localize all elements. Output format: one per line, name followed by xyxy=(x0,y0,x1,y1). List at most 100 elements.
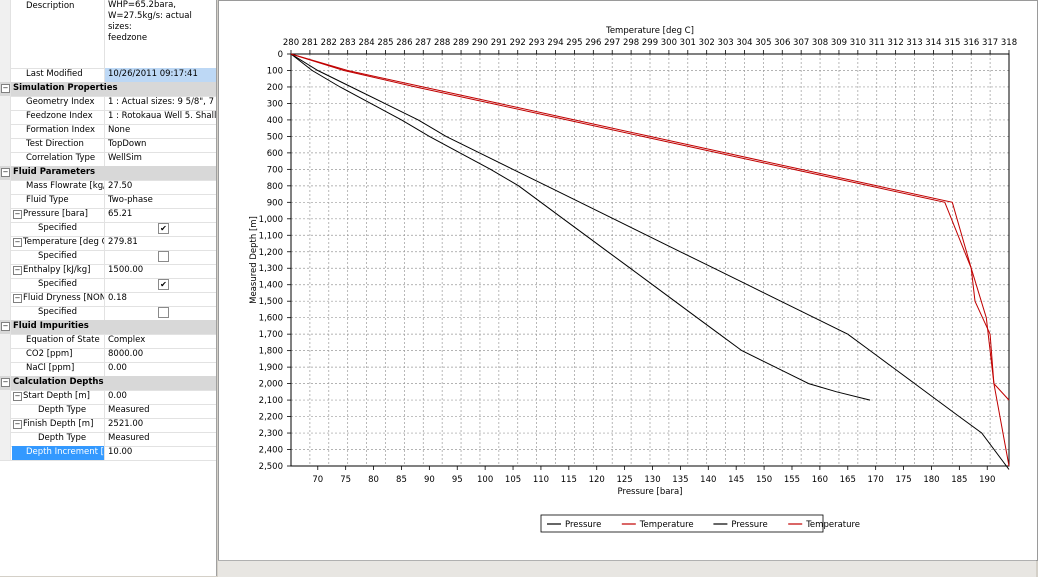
y-axis-tick-label: 800 xyxy=(267,182,283,192)
property-value[interactable]: 1500.00 xyxy=(104,264,216,278)
property-row[interactable]: − Temperature [deg C] 279.81 xyxy=(0,236,216,251)
property-value[interactable]: Measured xyxy=(104,432,216,446)
bottom-axis-tick-label: 140 xyxy=(700,475,716,485)
property-row[interactable]: − Start Depth [m] 0.00 xyxy=(0,390,216,405)
property-row[interactable]: Last Modified 10/26/2011 09:17:41 xyxy=(0,68,216,83)
row-gutter xyxy=(0,390,11,404)
top-axis-tick-label: 292 xyxy=(510,38,526,48)
row-gutter xyxy=(0,264,11,278)
top-axis-tick-label: 314 xyxy=(925,38,941,48)
category-row[interactable]: − Calculation Depths xyxy=(0,376,216,391)
series-line-temperature-1 xyxy=(290,53,1010,467)
property-value[interactable]: Complex xyxy=(104,334,216,348)
property-row[interactable]: CO2 [ppm] 8000.00 xyxy=(0,348,216,363)
collapse-icon[interactable]: − xyxy=(13,210,22,219)
top-axis-tick-label: 283 xyxy=(340,38,356,48)
property-value[interactable]: 2521.00 xyxy=(104,418,216,432)
specified-checkbox-cell[interactable] xyxy=(104,306,216,320)
property-value[interactable]: 1 : Rotokaua Well 5. Shallov xyxy=(104,110,216,124)
property-row[interactable]: Equation of State Complex xyxy=(0,334,216,349)
collapse-icon[interactable]: − xyxy=(1,378,10,387)
property-row[interactable]: − Enthalpy [kJ/kg] 1500.00 xyxy=(0,264,216,279)
property-row[interactable]: − Finish Depth [m] 2521.00 xyxy=(0,418,216,433)
property-label: Enthalpy [kJ/kg] xyxy=(23,265,91,275)
property-label: Specified xyxy=(38,307,78,317)
property-value[interactable]: 27.50 xyxy=(104,180,216,194)
property-value[interactable]: Measured xyxy=(104,404,216,418)
property-label: Calculation Depths xyxy=(13,377,104,387)
checkbox[interactable]: ✔ xyxy=(158,279,169,290)
y-axis-tick-label: 600 xyxy=(267,149,283,159)
top-axis-tick-label: 287 xyxy=(415,38,431,48)
property-value[interactable]: 65.21 xyxy=(104,208,216,222)
property-row[interactable]: Specified ✔ xyxy=(0,278,216,293)
property-value[interactable]: 279.81 xyxy=(104,236,216,250)
property-row[interactable]: Specified ✔ xyxy=(0,222,216,237)
y-axis-tick-label: 1,600 xyxy=(259,314,283,324)
bottom-axis-tick-label: 90 xyxy=(424,475,435,485)
collapse-icon[interactable]: − xyxy=(1,84,10,93)
property-row[interactable]: Fluid Type Two-phase xyxy=(0,194,216,209)
property-row[interactable]: Formation Index None xyxy=(0,124,216,139)
collapse-icon[interactable]: − xyxy=(13,266,22,275)
specified-checkbox-cell[interactable]: ✔ xyxy=(104,222,216,236)
collapse-icon[interactable]: − xyxy=(1,168,10,177)
collapse-icon[interactable]: − xyxy=(13,420,22,429)
specified-checkbox-cell[interactable]: ✔ xyxy=(104,278,216,292)
category-row[interactable]: − Simulation Properties xyxy=(0,82,216,97)
bottom-axis-tick-label: 130 xyxy=(644,475,660,485)
property-value[interactable]: WHP=65.2bara, W=27.5kg/s: actual sizes: fe… xyxy=(104,0,216,68)
property-value[interactable]: WellSim xyxy=(104,152,216,166)
property-row[interactable]: Depth Increment [m]10.00 xyxy=(0,446,216,461)
property-row[interactable]: Specified xyxy=(0,306,216,321)
bottom-axis-tick-label: 125 xyxy=(616,475,632,485)
category-row[interactable]: − Fluid Parameters xyxy=(0,166,216,181)
row-gutter xyxy=(0,334,11,348)
status-bar xyxy=(218,560,1036,577)
property-value[interactable]: 8000.00 xyxy=(104,348,216,362)
property-value[interactable]: TopDown xyxy=(104,138,216,152)
property-label: Finish Depth [m] xyxy=(23,419,94,429)
top-axis-tick-label: 305 xyxy=(755,38,771,48)
property-value[interactable]: 0.00 xyxy=(104,390,216,404)
checkbox[interactable] xyxy=(158,307,169,318)
property-row[interactable]: Feedzone Index 1 : Rotokaua Well 5. Shall… xyxy=(0,110,216,125)
collapse-icon[interactable]: − xyxy=(1,322,10,331)
property-row[interactable]: −Fluid Dryness [NONE]0.18 xyxy=(0,292,216,307)
top-axis-tick-label: 300 xyxy=(661,38,677,48)
row-gutter xyxy=(0,208,11,222)
property-row[interactable]: Depth Type Measured xyxy=(0,404,216,419)
property-label: Depth Increment [m] xyxy=(12,446,104,460)
bottom-axis-tick-label: 80 xyxy=(368,475,379,485)
property-value[interactable]: 10.00 xyxy=(104,446,216,460)
property-row[interactable]: Correlation Type WellSim xyxy=(0,152,216,167)
property-value[interactable]: 0.18 xyxy=(104,292,216,306)
property-value[interactable]: 0.00 xyxy=(104,362,216,376)
collapse-icon[interactable]: − xyxy=(13,392,22,401)
category-row[interactable]: − Fluid Impurities xyxy=(0,320,216,335)
top-axis-tick-label: 310 xyxy=(850,38,866,48)
property-row[interactable]: Test Direction TopDown xyxy=(0,138,216,153)
collapse-icon[interactable]: − xyxy=(13,238,22,247)
row-gutter xyxy=(0,306,11,320)
property-row[interactable]: Depth Type Measured xyxy=(0,432,216,447)
property-row[interactable]: − Pressure [bara] 65.21 xyxy=(0,208,216,223)
y-axis-tick-label: 1,300 xyxy=(259,264,283,274)
top-axis-tick-label: 290 xyxy=(472,38,488,48)
property-value[interactable]: None xyxy=(104,124,216,138)
specified-checkbox-cell[interactable] xyxy=(104,250,216,264)
bottom-axis-tick-label: 115 xyxy=(561,475,577,485)
property-row[interactable]: NaCl [ppm] 0.00 xyxy=(0,362,216,377)
checkbox[interactable]: ✔ xyxy=(158,223,169,234)
checkbox[interactable] xyxy=(158,251,169,262)
property-value[interactable]: 1 : Actual sizes: 9 5/8", 7 5/ xyxy=(104,96,216,110)
property-row[interactable]: Specified xyxy=(0,250,216,265)
depth-profile-chart: 280 281 282 283 284 285 286 287 288 289 290 291 292 2… xyxy=(249,26,1017,533)
property-row[interactable]: Geometry Index 1 : Actual sizes: 9 5/8", … xyxy=(0,96,216,111)
property-value[interactable]: 10/26/2011 09:17:41 xyxy=(104,68,216,82)
collapse-icon[interactable]: − xyxy=(13,294,22,303)
property-value[interactable]: Two-phase xyxy=(104,194,216,208)
property-row[interactable]: Description WHP=65.2bara, W=27.5kg/s: actu… xyxy=(0,0,216,69)
bottom-axis-tick-label: 85 xyxy=(396,475,407,485)
property-row[interactable]: Mass Flowrate [kg/s]27.50 xyxy=(0,180,216,195)
